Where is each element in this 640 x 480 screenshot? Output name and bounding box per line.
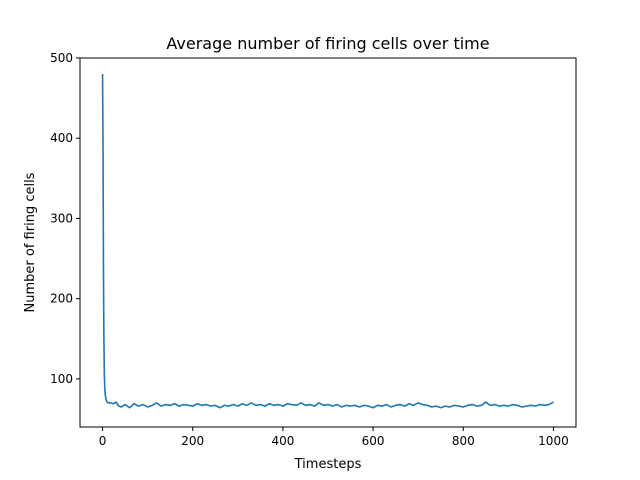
y-tick-label: 100 (50, 372, 73, 386)
x-tick-label: 600 (362, 434, 385, 448)
x-tick-label: 400 (271, 434, 294, 448)
series-line (101, 74, 554, 409)
y-axis: 100 200 300 400 500 (50, 51, 80, 386)
chart-title: Average number of firing cells over time (166, 34, 489, 53)
x-tick-label: 1000 (538, 434, 569, 448)
x-axis: 0 200 400 600 800 1000 (99, 427, 569, 448)
y-axis-label: Number of firing cells (23, 172, 38, 312)
x-axis-label: Timesteps (294, 457, 362, 472)
y-tick-label: 500 (50, 51, 73, 65)
x-tick-label: 200 (181, 434, 204, 448)
y-tick-label: 200 (50, 292, 73, 306)
y-tick-label: 300 (50, 211, 73, 225)
series-layer (101, 74, 554, 409)
plot-frame (79, 57, 577, 428)
x-tick-label: 800 (452, 434, 475, 448)
y-tick-label: 400 (50, 131, 73, 145)
x-tick-label: 0 (99, 434, 107, 448)
